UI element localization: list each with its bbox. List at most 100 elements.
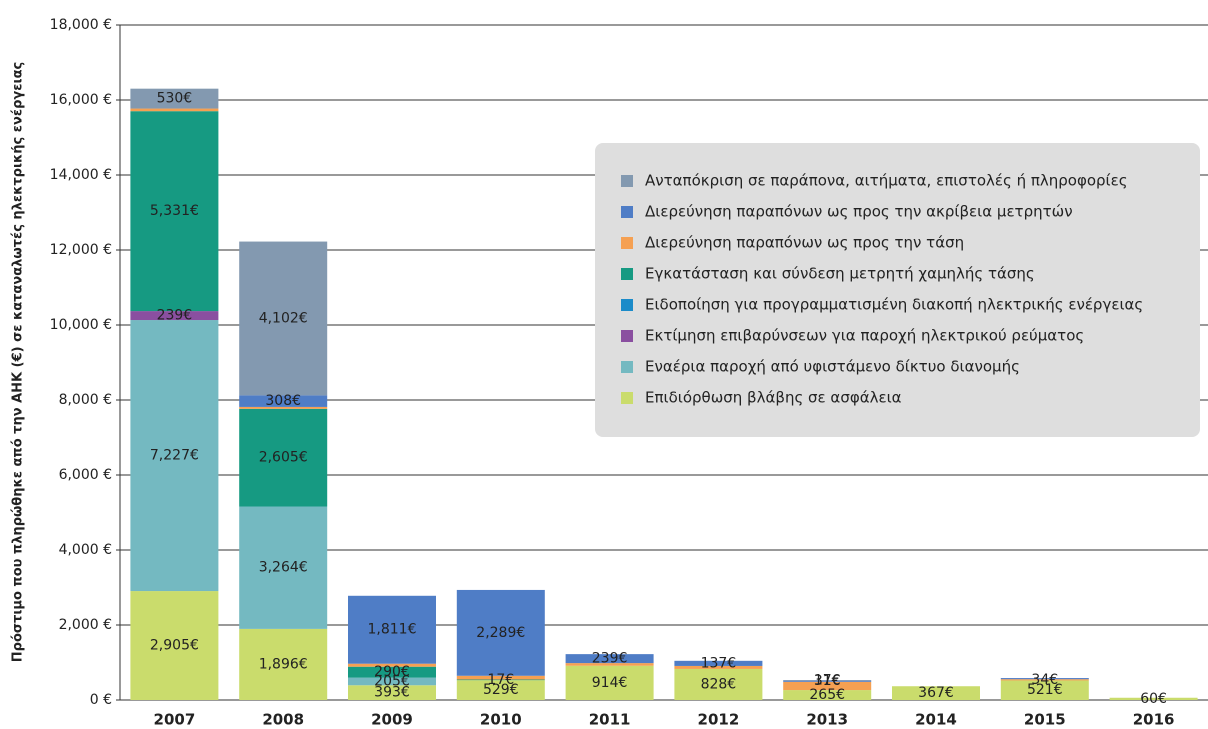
legend-label: Επιδιόρθωση βλάβης σε ασφάλεια [645,389,902,407]
bar-segment [565,654,654,664]
value-label: 828€ [701,676,737,692]
value-label: 393€ [374,685,410,701]
value-label: 290€ [374,664,410,680]
value-label: 1,896€ [259,656,308,672]
legend-label: Διερεύνηση παραπόνων ως προς την ακρίβει… [645,203,1073,221]
bar-segment [674,665,763,669]
bar-segment [1109,697,1198,700]
x-tick-label: 2014 [915,711,957,729]
bar-segment [130,111,219,312]
value-label: 2,905€ [150,638,199,654]
bar-segment [1000,679,1089,681]
x-tick-label: 2013 [806,711,848,729]
legend-swatch [621,361,633,373]
value-label: 17€ [487,672,514,688]
x-tick-label: 2012 [698,711,740,729]
value-label: 17€ [814,672,841,688]
bar-segment [239,408,328,507]
value-label: 2,289€ [476,625,525,641]
y-tick-label: 10,000 € [50,317,112,333]
y-axis-label: Πρόστιμο που πληρώθηκε από την ΑΗΚ (€) σ… [11,62,26,662]
value-label: 239€ [592,651,628,667]
x-tick-label: 2011 [589,711,631,729]
bar-segment [783,681,872,691]
y-tick-label: 16,000 € [50,92,112,108]
value-label: 7,227€ [150,448,199,464]
legend-swatch [621,268,633,280]
value-label: 2,605€ [259,450,308,466]
value-label: 914€ [592,675,628,691]
y-tick-label: 8,000 € [59,392,112,408]
bar-segment [1000,680,1089,700]
bar-segment [783,680,872,682]
y-tick-label: 12,000 € [50,242,112,258]
y-tick-label: 0 € [90,692,112,708]
y-tick-label: 18,000 € [50,17,112,33]
value-label: 4,102€ [259,310,308,326]
legend-label: Εναέρια παροχή από υφιστάμενο δίκτυο δια… [645,358,1020,376]
bar-segment [892,686,980,700]
value-label: 5,331€ [150,203,199,219]
value-label: 1,811€ [368,622,417,638]
legend-label: Ανταπόκριση σε παράπονα, αιτήματα, επιστ… [645,172,1128,190]
legend-label: Διερεύνηση παραπόνων ως προς την τάση [645,234,964,252]
bar-segment [565,665,654,700]
bar-segment [130,108,219,112]
y-tick-label: 2,000 € [59,617,112,633]
value-label: 367€ [918,685,954,701]
value-label: 530€ [157,91,193,107]
bar-segment [239,628,328,700]
value-label: 137€ [701,655,737,671]
value-label: 34€ [1031,672,1058,688]
bar-segment [348,677,436,686]
value-label: 265€ [809,687,845,703]
value-label: 239€ [157,308,193,324]
legend-swatch [621,175,633,187]
bar-segment [348,666,436,678]
x-tick-label: 2015 [1024,711,1066,729]
value-label: 31€ [814,673,841,689]
bar-segment [239,506,328,629]
x-tick-label: 2016 [1133,711,1175,729]
legend-label: Εγκατάσταση και σύνδεση μετρητή χαμηλής … [645,265,1035,283]
bar-segment [456,589,545,676]
value-label: 3,264€ [259,560,308,576]
x-tick-label: 2009 [371,711,413,729]
legend-swatch [621,299,633,311]
value-label: 529€ [483,682,519,698]
bar-segment [130,320,219,592]
x-tick-label: 2010 [480,711,522,729]
bar-segment [456,680,545,700]
legend-label: Ειδοποίηση για προγραμματισμένη διακοπή … [645,296,1143,314]
legend-swatch [621,206,633,218]
bar-segment [239,406,328,409]
legend-swatch [621,330,633,342]
value-label: 521€ [1027,682,1063,698]
bar-segment [783,680,872,681]
bar-segment [130,88,219,109]
value-label: 205€ [374,673,410,689]
bar-segment [239,241,328,396]
bar-segment [239,395,328,407]
value-label: 308€ [265,393,301,409]
legend-label: Εκτίμηση επιβαρύνσεων για παροχή ηλεκτρι… [645,327,1084,345]
bar-segment [348,663,436,667]
y-tick-label: 4,000 € [59,542,112,558]
x-tick-label: 2008 [262,711,304,729]
bar-segment [456,675,545,680]
x-tick-label: 2007 [154,711,196,729]
legend-box [595,143,1200,437]
bar-segment [565,663,654,666]
bar-segment [674,668,763,700]
y-tick-label: 6,000 € [59,467,112,483]
bar-segment [130,591,219,700]
bar-segment [783,690,872,700]
bar-segment [130,311,219,321]
legend-swatch [621,237,633,249]
bar-segment [348,595,436,664]
bar-segment [674,660,763,666]
value-label: 60€ [1140,691,1167,707]
bar-segment [348,685,436,700]
bar-segment [456,679,545,681]
